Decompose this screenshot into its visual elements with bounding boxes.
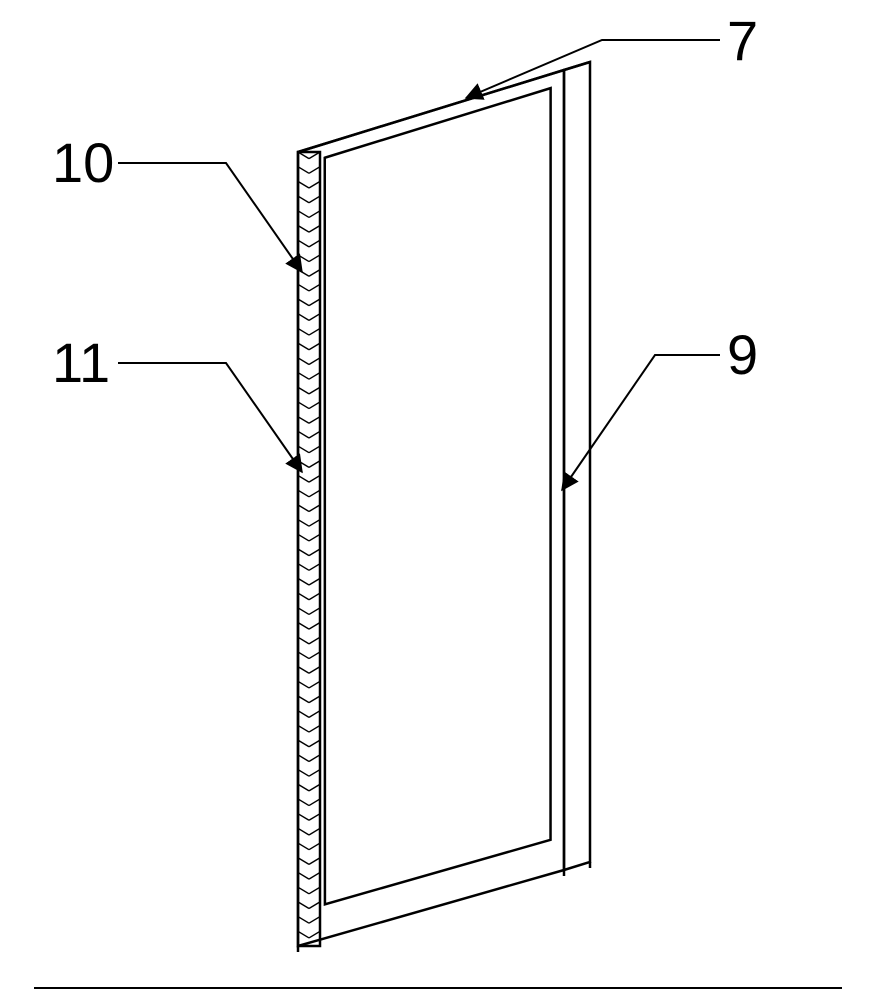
callouts <box>118 40 720 490</box>
callout-label-7: 7 <box>727 8 758 73</box>
diagram-svg <box>0 0 873 1000</box>
diagram-stage: 7 10 11 9 <box>0 0 873 1000</box>
callout-label-11: 11 <box>52 330 110 395</box>
leader-line-11 <box>118 363 302 472</box>
leader-line-9 <box>562 355 720 490</box>
leader-line-10 <box>118 163 302 272</box>
panel-frame <box>298 62 590 952</box>
callout-label-10: 10 <box>52 130 114 195</box>
callout-label-9: 9 <box>727 322 758 387</box>
